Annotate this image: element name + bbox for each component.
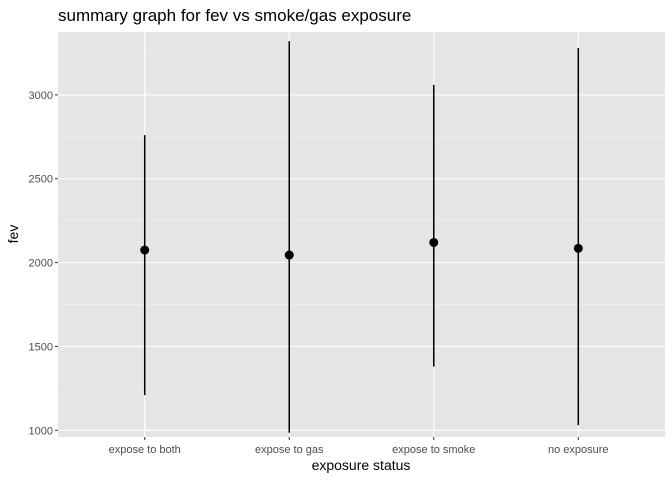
y-tick-label: 3000 xyxy=(29,90,53,102)
y-axis-title: fev xyxy=(5,225,21,244)
x-axis-title: exposure status xyxy=(312,457,411,473)
y-axis: 1000 1500 2000 2500 3000 xyxy=(29,90,58,437)
x-axis: expose to both expose to gas expose to smo… xyxy=(109,437,609,456)
x-tick-label: expose to gas xyxy=(255,444,324,456)
y-tick-label: 1500 xyxy=(29,341,53,353)
data-point xyxy=(573,243,583,253)
y-tick-label: 1000 xyxy=(29,425,53,437)
y-tick-label: 2000 xyxy=(29,258,53,270)
x-tick-label: no exposure xyxy=(548,444,609,456)
plot-panel xyxy=(58,32,665,437)
x-tick-label: expose to both xyxy=(109,444,181,456)
chart-title: summary graph for fev vs smoke/gas expos… xyxy=(58,6,411,25)
data-marks xyxy=(140,41,583,433)
data-point xyxy=(429,237,439,247)
x-tick-label: expose to smoke xyxy=(392,444,475,456)
data-point xyxy=(140,245,150,255)
data-point xyxy=(284,250,294,260)
y-tick-label: 2500 xyxy=(29,174,53,186)
